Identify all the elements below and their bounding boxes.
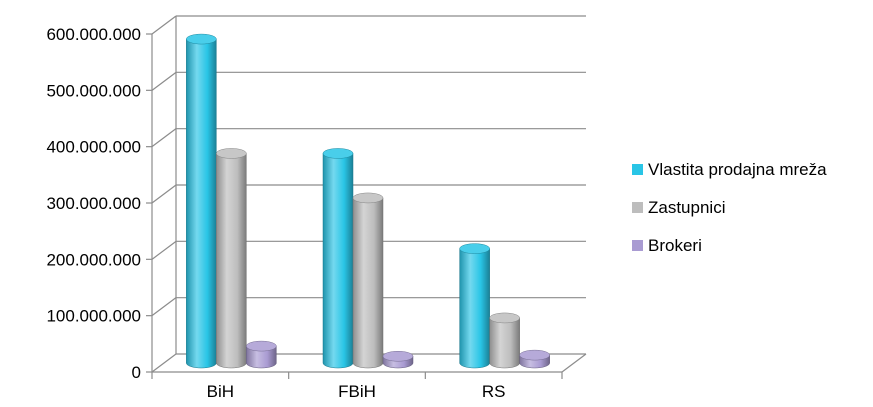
grid-line-diag [151, 15, 177, 35]
y-tick-label: 100.000.000 [46, 307, 141, 326]
legend-item: Vlastita prodajna mreža [632, 160, 827, 179]
bar-BiH-brokeri [246, 340, 277, 369]
x-tick-label: RS [482, 382, 506, 401]
legend-label: Brokeri [648, 236, 702, 255]
grid-line-diag [151, 240, 177, 260]
grid-line-diag [151, 353, 177, 373]
y-tick-label: 400.000.000 [46, 138, 141, 157]
y-tick-label: 200.000.000 [46, 250, 141, 269]
x-tick-label: FBiH [338, 382, 376, 401]
bar-RS-zastupnici [489, 312, 520, 369]
bar-FBiH-zastupnici [352, 192, 384, 369]
bars [186, 33, 550, 369]
grid-line-diag [151, 184, 177, 204]
bar-RS-brokeri [519, 349, 550, 369]
floor-edge [561, 353, 587, 373]
bar-BiH-zastupnici [216, 148, 247, 369]
legend-swatch [632, 164, 643, 175]
grid-line-diag [151, 71, 177, 91]
legend: Vlastita prodajna mreža Zastupnici Brokeri [632, 160, 827, 255]
bar-RS-vlastita [459, 243, 490, 369]
legend-item: Zastupnici [632, 198, 725, 217]
grid-line-diag [151, 128, 177, 148]
y-tick-label: 500.000.000 [46, 81, 141, 100]
bar-FBiH-vlastita [322, 148, 354, 369]
legend-label: Zastupnici [648, 198, 725, 217]
legend-swatch [632, 202, 643, 213]
grid-line-diag [151, 297, 177, 317]
axes [146, 16, 587, 379]
legend-swatch [632, 240, 643, 251]
legend-label: Vlastita prodajna mreža [648, 160, 827, 179]
x-tick-label: BiH [207, 382, 234, 401]
y-axis-ticks: 0 100.000.000 200.000.000 300.000.000 400.00… [46, 25, 141, 382]
y-tick-label: 300.000.000 [46, 194, 141, 213]
y-tick-label: 0 [132, 363, 141, 382]
bar-BiH-vlastita [186, 33, 217, 369]
x-axis-labels: BiH FBiH RS [207, 382, 506, 401]
y-tick-label: 600.000.000 [46, 25, 141, 44]
bar-FBiH-brokeri [382, 350, 414, 369]
legend-item: Brokeri [632, 236, 702, 255]
